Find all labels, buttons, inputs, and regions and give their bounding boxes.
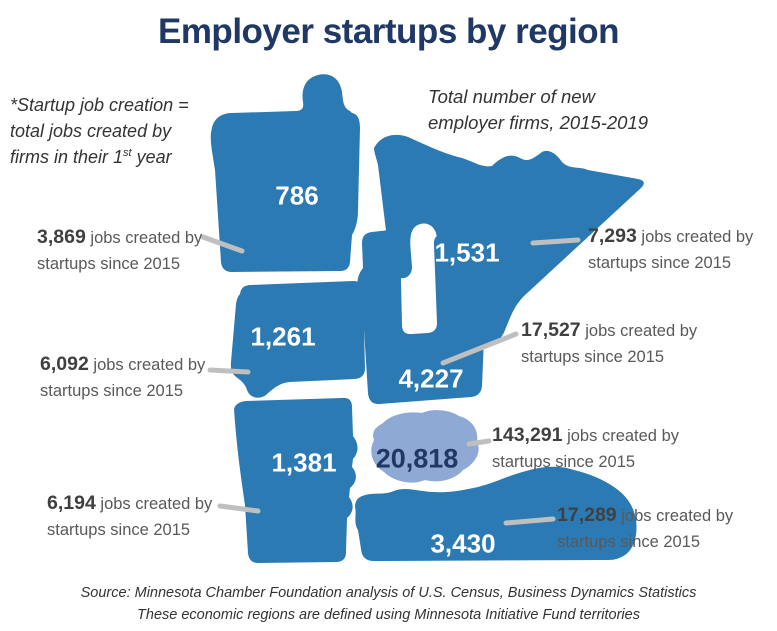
leader-line-metro [466,438,492,447]
callout-northeast-number: 7,293 [588,225,637,247]
region-central-value: 4,227 [398,363,464,394]
region-northeast-shape [374,134,644,346]
startup-definition-note: *Startup job creation = total jobs creat… [10,92,189,170]
callout-southwest-text2: startups since 2015 [47,521,191,540]
region-west-central-value: 1,261 [250,321,316,352]
source-line-1: Source: Minnesota Chamber Foundation ana… [80,585,697,601]
note-line-2: total jobs created by [10,121,172,142]
callout-southwest-text1: jobs created by [100,495,213,513]
note-line-3: firms in their 1st year [10,147,172,168]
callout-southeast-number: 17,289 [557,504,617,526]
leader-line-west-central [207,367,251,375]
callout-central-text1: jobs created by [585,322,698,340]
leader-line-southwest [217,503,261,514]
region-metro-value: 20,818 [375,443,459,474]
leader-line-northwest [200,234,245,254]
subtitle-line-2: employer firms, 2015-2019 [428,111,649,133]
callout-metro-number: 143,291 [492,424,563,446]
region-southeast-shape [355,466,637,561]
callout-west-central-text2: startups since 2015 [40,382,184,401]
callout-northwest-text1: jobs created by [90,229,203,247]
region-central-shape [357,229,505,405]
page-title: Employer startups by region [157,12,620,51]
callout-northeast-text2: startups since 2015 [588,254,732,273]
callout-southwest: 6,194 jobs created by startups since 201… [47,489,212,543]
callout-metro-text1: jobs created by [567,427,679,445]
map-subtitle-note: Total number of new employer firms, 2015… [428,84,648,136]
region-northwest-shape [210,74,360,272]
region-southwest-value: 1,381 [271,447,337,478]
callout-west-central-number: 6,092 [40,353,89,375]
region-northwest-value: 786 [275,180,319,211]
callout-west-central: 6,092 jobs created by startups since 201… [40,350,205,404]
callout-northwest-text2: startups since 2015 [37,255,181,274]
source-line-2: These economic regions are defined using… [137,607,640,624]
callout-southwest-number: 6,194 [47,492,96,514]
region-west-central-shape [230,281,365,398]
subtitle-line-1: Total number of new [428,86,595,107]
leader-line-central [440,331,519,366]
callout-metro-text2: startups since 2015 [492,453,636,472]
callout-southeast-text2: startups since 2015 [557,533,701,552]
region-southeast-value: 3,430 [430,528,496,559]
callout-southeast-text1: jobs created by [621,507,734,525]
callout-southeast: 17,289 jobs created by startups since 20… [557,501,733,555]
callout-central-number: 17,527 [521,319,581,341]
leader-line-northeast [530,237,581,246]
callout-central: 17,527 jobs created by startups since 20… [521,316,697,370]
callout-central-text2: startups since 2015 [521,348,665,367]
region-northeast-value: 1,531 [434,237,500,268]
region-metro-shape [371,410,479,483]
note-line-1: *Startup job creation = [10,95,189,115]
callout-northwest: 3,869 jobs created by startups since 201… [37,223,202,277]
leader-line-southeast [503,516,556,526]
region-southwest-shape [234,397,358,563]
callout-metro: 143,291 jobs created by startups since 2… [492,421,679,475]
callout-west-central-text1: jobs created by [93,356,206,374]
callout-northeast-text1: jobs created by [641,228,754,246]
callout-northwest-number: 3,869 [37,226,86,248]
source-footer: Source: Minnesota Chamber Foundation ana… [0,582,777,627]
callout-northeast: 7,293 jobs created by startups since 201… [588,222,753,276]
